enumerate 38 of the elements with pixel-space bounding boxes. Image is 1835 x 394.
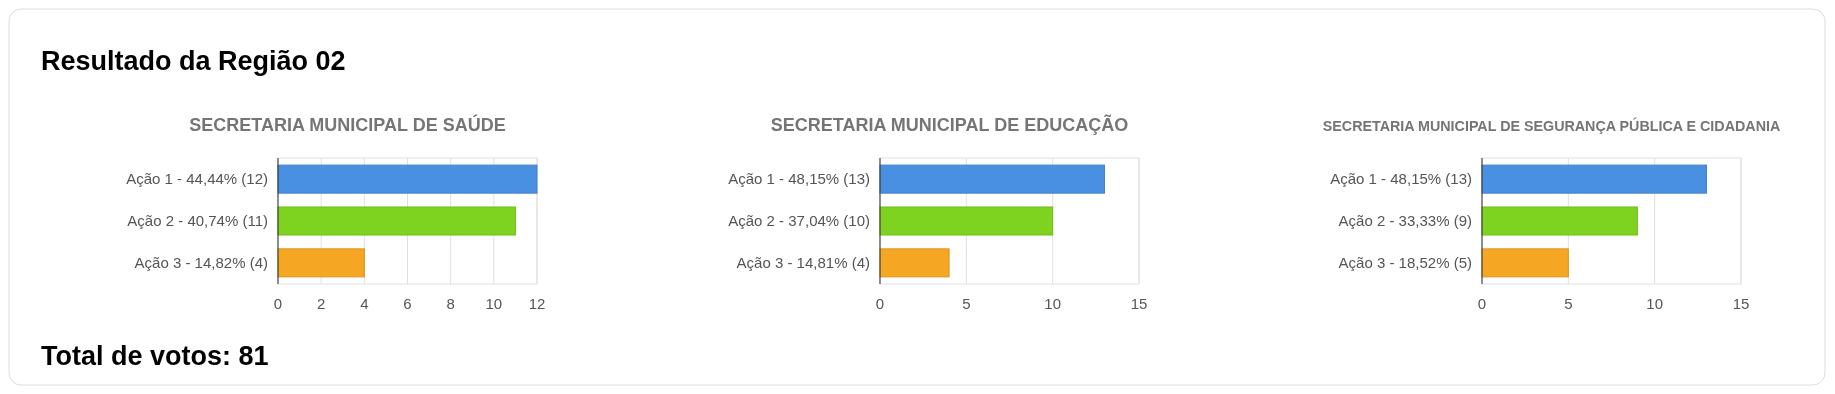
x-tick-label: 10 — [485, 295, 503, 312]
x-tick-label: 15 — [1130, 295, 1148, 312]
y-tick-label: Ação 2 - 33,33% (9) — [1338, 212, 1472, 230]
x-tick-label: 0 — [875, 295, 885, 312]
x-tick-label: 10 — [1044, 295, 1062, 312]
x-tick-label: 4 — [360, 295, 369, 312]
x-tick-label: 12 — [528, 295, 546, 312]
chart-title: SECRETARIA MUNICIPAL DE SAÚDE — [189, 114, 506, 135]
bar — [1481, 164, 1707, 194]
bar — [879, 164, 1105, 194]
y-tick-label: Ação 3 - 18,52% (5) — [1338, 254, 1472, 272]
y-tick-label: Ação 3 - 14,81% (4) — [736, 254, 870, 272]
y-tick-label: Ação 2 - 37,04% (10) — [728, 212, 870, 230]
bar — [879, 206, 1054, 236]
bar — [277, 164, 538, 194]
bar — [277, 248, 365, 278]
x-tick-label: 2 — [316, 295, 326, 312]
y-tick-label: Ação 1 - 44,44% (12) — [126, 170, 268, 188]
bar — [1481, 206, 1638, 236]
x-tick-label: 6 — [403, 295, 412, 312]
y-tick-label: Ação 3 - 14,82% (4) — [134, 254, 268, 272]
chart-title: SECRETARIA MUNICIPAL DE EDUCAÇÃO — [770, 114, 1129, 135]
text: Total de votos: 81 — [41, 341, 269, 371]
bar — [879, 248, 950, 278]
y-tick-label: Ação 1 - 48,15% (13) — [728, 170, 870, 188]
y-tick-label: Ação 2 - 40,74% (11) — [127, 212, 268, 230]
x-tick-label: 5 — [1564, 295, 1573, 312]
x-tick-label: 15 — [1732, 295, 1750, 312]
x-tick-label: 0 — [1477, 295, 1487, 312]
text: Resultado da Região 02 — [41, 46, 346, 76]
x-tick-label: 5 — [962, 295, 971, 312]
y-tick-label: Ação 1 - 48,15% (13) — [1330, 170, 1472, 188]
bar — [1481, 248, 1569, 278]
bar — [277, 206, 516, 236]
chart-title: SECRETARIA MUNICIPAL DE SEGURANÇA PÚBLICA E CIDADANIA — [1322, 117, 1781, 134]
x-tick-label: 10 — [1646, 295, 1664, 312]
x-tick-label: 0 — [273, 295, 283, 312]
x-tick-label: 8 — [446, 295, 455, 312]
